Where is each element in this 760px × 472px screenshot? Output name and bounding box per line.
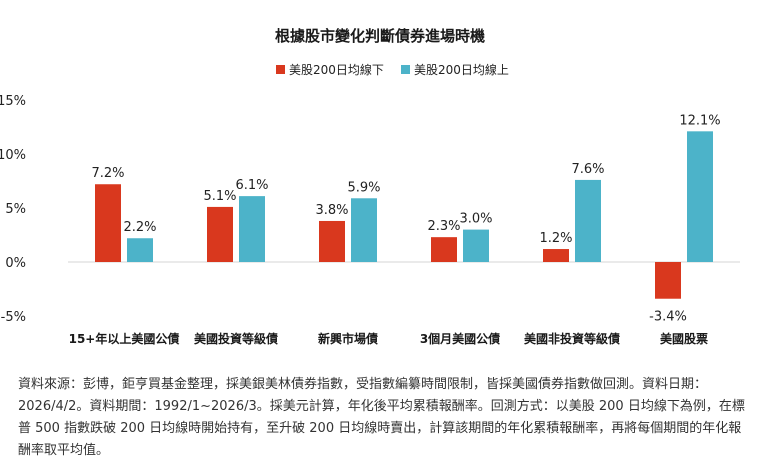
bar-above — [239, 196, 265, 262]
y-tick-label: -5% — [1, 310, 26, 325]
bar-below — [319, 220, 345, 262]
data-label: 7.2% — [91, 166, 124, 181]
data-label: 3.0% — [459, 212, 492, 227]
bar-below — [543, 249, 569, 262]
category-label: 美國股票 — [660, 331, 708, 346]
legend-swatch-above — [401, 65, 410, 74]
data-label: -3.4% — [649, 310, 687, 325]
category-label: 美國投資等級債 — [194, 331, 278, 346]
y-tick-label: 15% — [0, 94, 26, 109]
bar-above — [351, 198, 377, 262]
category-label: 15+年以上美國公債 — [69, 331, 180, 346]
bar-above — [127, 238, 153, 262]
category-label: 美國非投資等級債 — [524, 331, 620, 346]
legend-label-below: 美股200日均線下 — [289, 62, 384, 77]
legend-label-above: 美股200日均線上 — [414, 62, 509, 77]
y-tick-label: 0% — [5, 256, 26, 271]
data-label: 12.1% — [679, 113, 720, 128]
bar-below — [207, 206, 233, 262]
bar-below — [655, 262, 681, 299]
data-label: 2.2% — [123, 220, 156, 235]
legend-swatch-below — [276, 65, 285, 74]
data-label: 2.3% — [427, 219, 460, 234]
bar-below — [431, 237, 457, 262]
source-footnote: 資料來源：彭博，鉅亨買基金整理，採美銀美林債券指數，受指數編纂時間限制，皆採美國… — [18, 377, 745, 458]
category-label: 新興市場債 — [318, 331, 378, 346]
bar-above — [575, 179, 601, 262]
data-label: 5.1% — [203, 189, 236, 204]
bar-below — [95, 184, 121, 262]
data-label: 5.9% — [347, 180, 380, 195]
bar-above — [687, 131, 713, 262]
data-label: 1.2% — [539, 231, 572, 246]
bar-chart: 根據股市變化判斷債券進場時機 美股200日均線下 美股200日均線上 -5% 0%… — [0, 27, 740, 346]
category-label: 3個月美國公債 — [420, 331, 500, 346]
data-label: 6.1% — [235, 178, 268, 193]
y-tick-label: 10% — [0, 148, 26, 163]
data-label: 3.8% — [315, 203, 348, 218]
bar-above — [463, 229, 489, 262]
data-label: 7.6% — [571, 162, 604, 177]
y-tick-label: 5% — [5, 202, 26, 217]
chart-title: 根據股市變化判斷債券進場時機 — [275, 27, 485, 45]
